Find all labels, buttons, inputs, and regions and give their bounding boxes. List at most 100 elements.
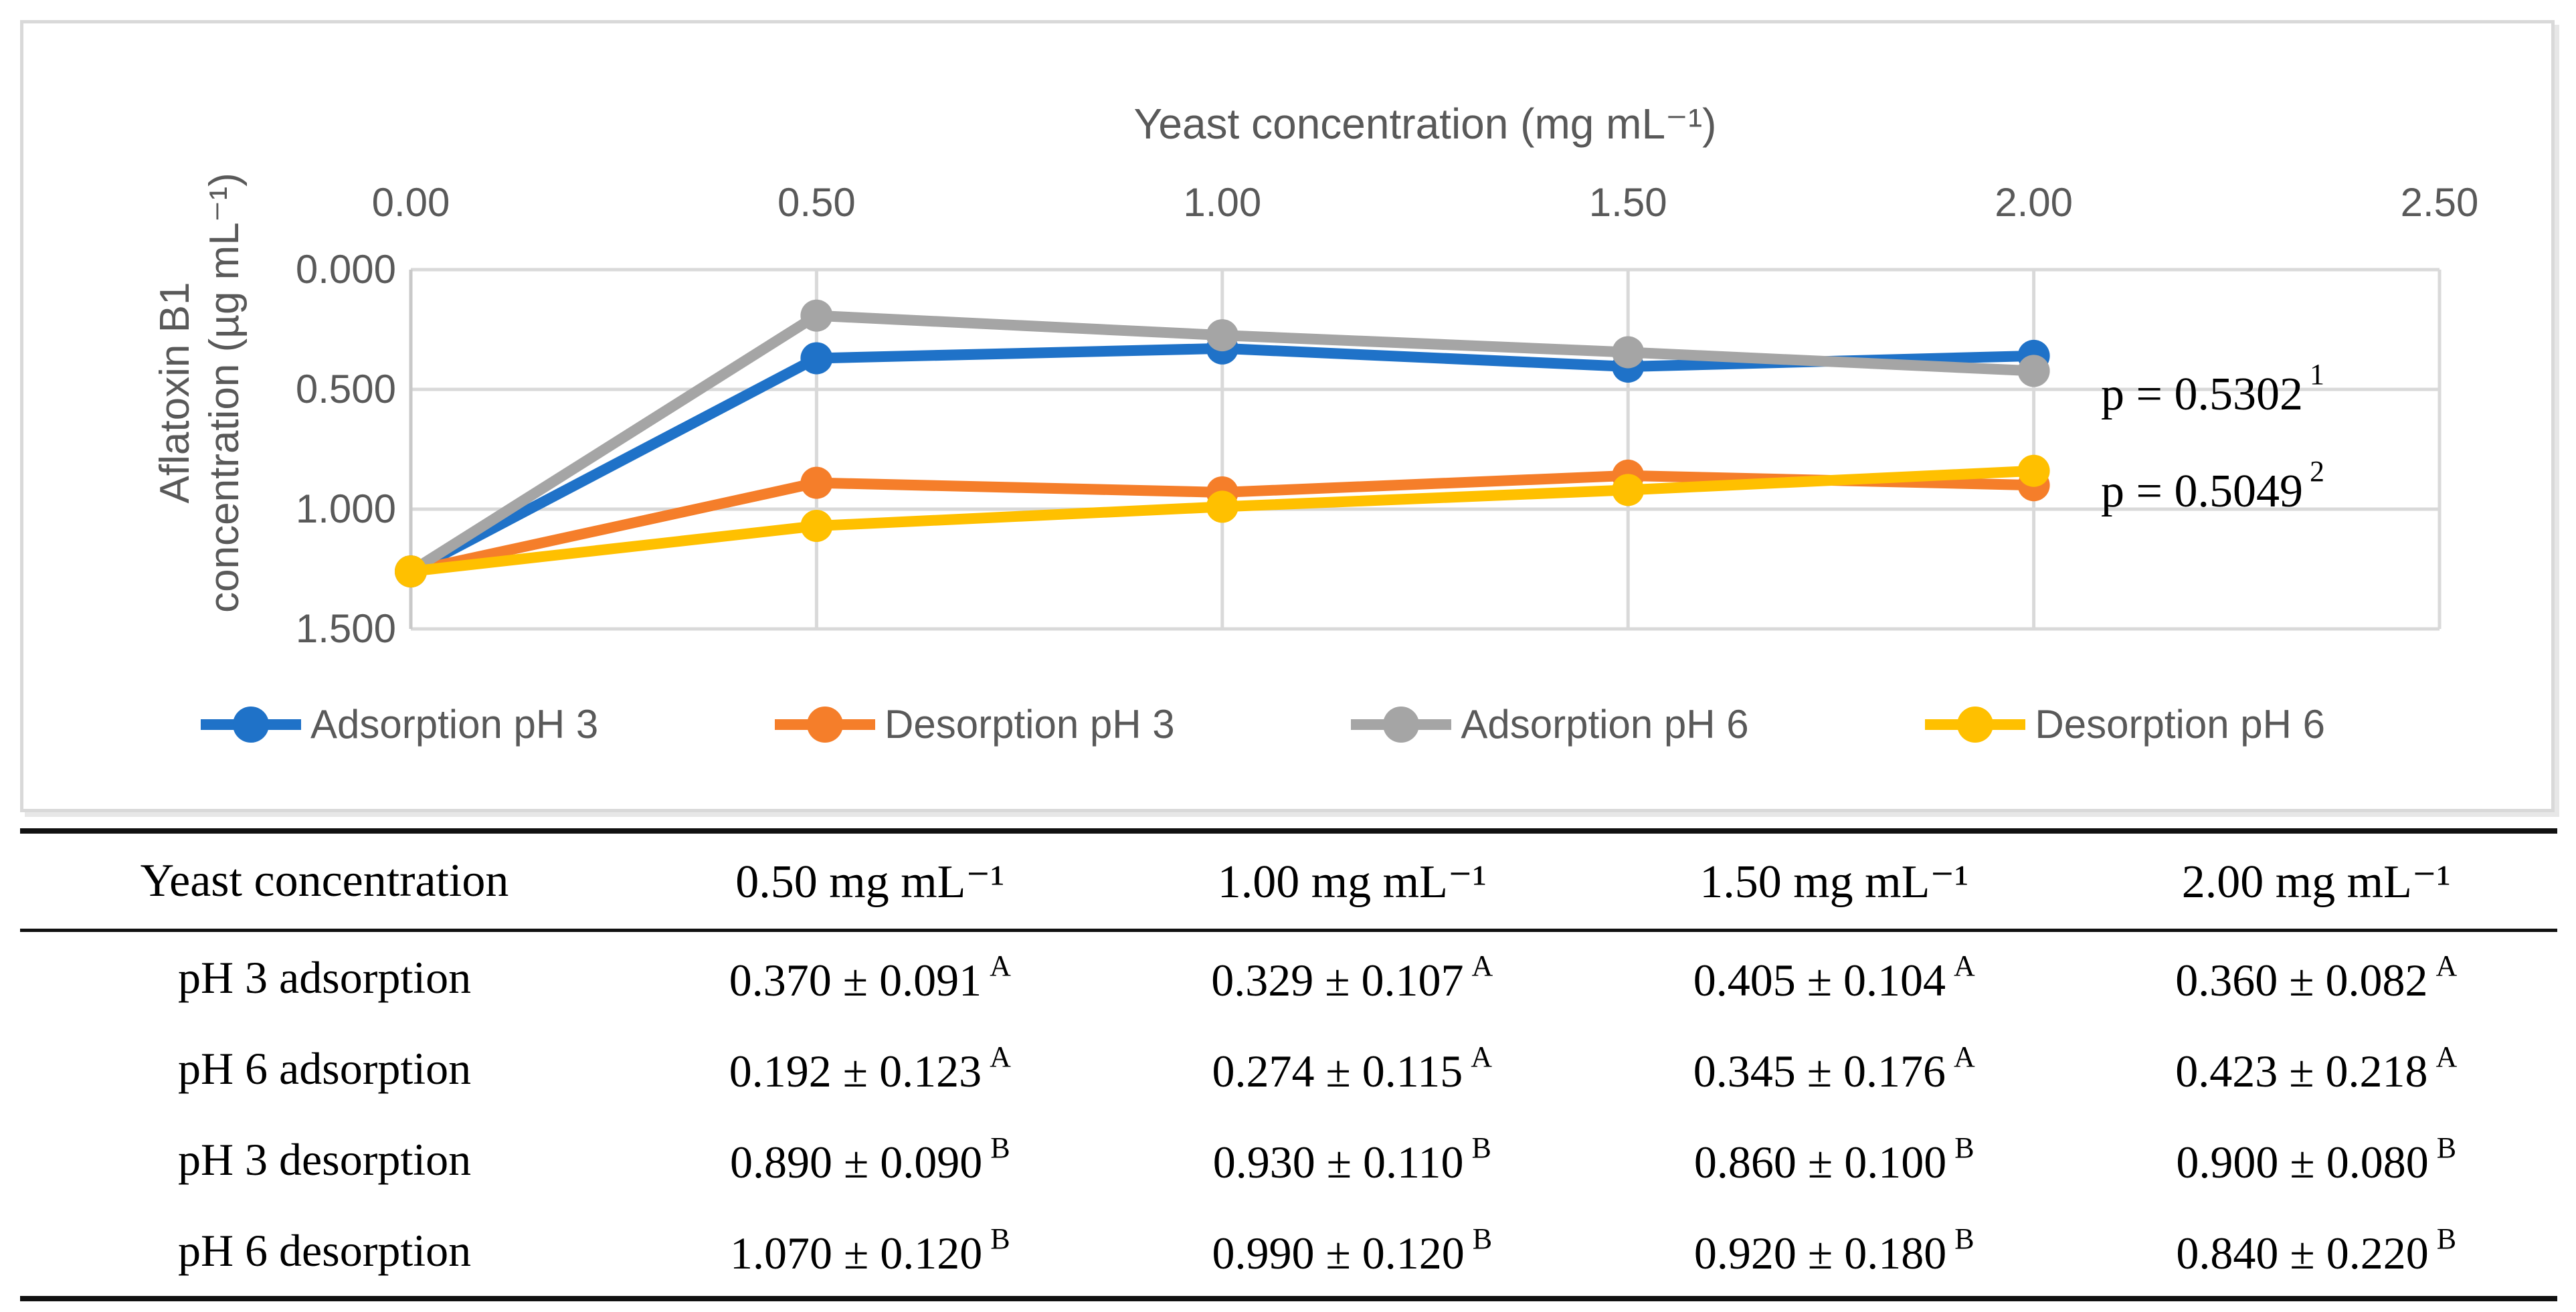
legend-marker-dot: [1383, 706, 1420, 743]
value-text: 0.329 ± 0.107: [1211, 954, 1464, 1006]
value-text: 1.070 ± 0.120: [729, 1227, 983, 1279]
value-text: 0.274 ± 0.115: [1212, 1045, 1463, 1097]
value-cell: 0.360 ± 0.082 A: [2075, 931, 2557, 1024]
x-axis-title: Yeast concentration (mg mL⁻¹): [1133, 100, 1717, 148]
data-point-adsorption-ph-6: [1206, 319, 1238, 352]
legend-marker-icon: [1925, 706, 2026, 743]
table-row: pH 6 desorption 1.070 ± 0.120 B 0.990 ± 0.1…: [20, 1205, 2557, 1299]
value-cell: 0.930 ± 0.110 B: [1111, 1114, 1593, 1205]
row-label: pH 3 desorption: [177, 1133, 472, 1185]
value-cell: 0.370 ± 0.091 A: [629, 931, 1111, 1024]
data-point-desorption-ph-6: [395, 555, 427, 588]
significance-superscript: B: [2436, 1222, 2457, 1255]
value-text: 0.860 ± 0.100: [1693, 1136, 1947, 1188]
y-tick-label: 1.500: [295, 606, 396, 651]
table-row: pH 6 adsorption 0.192 ± 0.123 A 0.274 ± 0.1…: [20, 1023, 2557, 1114]
table-head: Yeast concentration 0.50 mg mL⁻¹ 1.00 mg m…: [20, 831, 2557, 931]
x-tick-label: 0.00: [371, 180, 450, 225]
table-header-cell: 2.00 mg mL⁻¹: [2181, 856, 2451, 908]
value-text: 0.890 ± 0.090: [729, 1136, 983, 1188]
p-value-annotation-2: p = 0.5049 2: [2101, 448, 2324, 515]
significance-superscript: A: [990, 949, 1011, 982]
significance-superscript: B: [990, 1222, 1010, 1255]
x-tick-label: 1.50: [1588, 180, 1667, 225]
y-tick-label: 0.000: [295, 247, 396, 292]
value-cell: 0.990 ± 0.120 B: [1111, 1205, 1593, 1299]
legend-item-desorption-ph-3: Desorption pH 3: [775, 701, 1175, 747]
significance-superscript: A: [2435, 949, 2458, 982]
table-header-cell: 1.50 mg mL⁻¹: [1699, 856, 1969, 908]
x-tick-label: 2.50: [2400, 180, 2479, 225]
table-row: pH 3 desorption 0.890 ± 0.090 B 0.930 ± 0.1…: [20, 1114, 2557, 1205]
value-text: 0.192 ± 0.123: [729, 1045, 982, 1097]
table-header-row: Yeast concentration 0.50 mg mL⁻¹ 1.00 mg m…: [20, 831, 2557, 931]
value-cell: 0.890 ± 0.090 B: [629, 1114, 1111, 1205]
data-point-adsorption-ph-6: [800, 299, 833, 332]
x-tick-label: 2.00: [1995, 180, 2073, 225]
value-cell: 0.192 ± 0.123 A: [629, 1023, 1111, 1114]
table-header-cell: 1.00 mg mL⁻¹: [1217, 856, 1487, 908]
data-point-adsorption-ph-6: [1612, 336, 1645, 369]
legend-marker-dot: [233, 706, 269, 743]
legend-label: Adsorption pH 3: [310, 702, 599, 747]
p-value-text: p = 0.5302: [2101, 369, 2303, 420]
p-value-superscript: 2: [2309, 455, 2324, 488]
p-value-superscript: 1: [2309, 358, 2324, 391]
legend-label: Desorption pH 6: [2035, 702, 2325, 747]
table-header-cell: 0.50 mg mL⁻¹: [735, 856, 1005, 908]
legend-marker-dot: [1957, 706, 1994, 743]
row-label: pH 3 adsorption: [177, 951, 472, 1003]
table-header-cell: Yeast concentration: [140, 855, 509, 907]
legend-marker-icon: [1351, 706, 1452, 743]
value-text: 0.360 ± 0.082: [2175, 954, 2428, 1006]
legend-marker-icon: [775, 706, 876, 743]
chart-panel: [20, 20, 2555, 812]
value-cell: 0.920 ± 0.180 B: [1593, 1205, 2075, 1299]
series-desorption-ph-6: [395, 454, 2050, 588]
value-cell: 1.070 ± 0.120 B: [629, 1205, 1111, 1299]
results-table-wrap: Yeast concentration 0.50 mg mL⁻¹ 1.00 mg m…: [20, 828, 2557, 1301]
value-text: 0.840 ± 0.220: [2176, 1227, 2429, 1279]
significance-superscript: B: [1471, 1131, 1491, 1164]
value-cell: 0.840 ± 0.220 B: [2075, 1205, 2557, 1299]
p-value-text: p = 0.5049: [2101, 466, 2303, 517]
x-tick-label: 0.50: [777, 180, 856, 225]
significance-superscript: B: [1954, 1131, 1974, 1164]
row-label: pH 6 desorption: [177, 1224, 472, 1276]
chart-legend: Adsorption pH 3 Desorption pH 3 Adsorption…: [201, 701, 2325, 747]
row-label: pH 6 adsorption: [177, 1042, 472, 1094]
data-point-adsorption-ph-6: [2017, 355, 2050, 387]
value-text: 0.405 ± 0.104: [1693, 954, 1946, 1006]
legend-marker-icon: [201, 706, 301, 743]
legend-label: Adsorption pH 6: [1461, 702, 1749, 747]
value-cell: 0.900 ± 0.080 B: [2075, 1114, 2557, 1205]
significance-superscript: A: [1471, 949, 1493, 982]
value-text: 0.900 ± 0.080: [2176, 1136, 2429, 1188]
value-text: 0.920 ± 0.180: [1693, 1227, 1947, 1279]
data-point-desorption-ph-6: [1612, 474, 1645, 506]
line-chart: [395, 268, 2442, 631]
significance-superscript: B: [2436, 1131, 2457, 1164]
significance-superscript: A: [1471, 1040, 1493, 1073]
significance-superscript: B: [1472, 1222, 1493, 1255]
y-axis-title: Aflatoxin B1 concentration (µg mL⁻¹): [151, 138, 251, 647]
data-point-desorption-ph-3: [800, 466, 833, 499]
data-point-desorption-ph-6: [800, 510, 833, 543]
significance-superscript: B: [1954, 1222, 1974, 1255]
value-cell: 0.860 ± 0.100 B: [1593, 1114, 2075, 1205]
value-text: 0.345 ± 0.176: [1693, 1045, 1946, 1097]
significance-superscript: A: [990, 1040, 1011, 1073]
significance-superscript: B: [990, 1131, 1010, 1164]
data-point-adsorption-ph-3: [800, 342, 833, 375]
x-tick-label: 1.00: [1183, 180, 1262, 225]
value-cell: 0.405 ± 0.104 A: [1593, 931, 2075, 1024]
value-cell: 0.423 ± 0.218 A: [2075, 1023, 2557, 1114]
significance-superscript: A: [2435, 1040, 2458, 1073]
p-value-annotation-1: p = 0.5302 1: [2101, 351, 2324, 418]
significance-superscript: A: [1954, 1040, 1975, 1073]
value-text: 0.930 ± 0.110: [1212, 1136, 1464, 1188]
legend-item-adsorption-ph-6: Adsorption pH 6: [1351, 701, 1749, 747]
legend-label: Desorption pH 3: [885, 702, 1175, 747]
y-axis-title-line1: Aflatoxin B1: [152, 282, 198, 504]
